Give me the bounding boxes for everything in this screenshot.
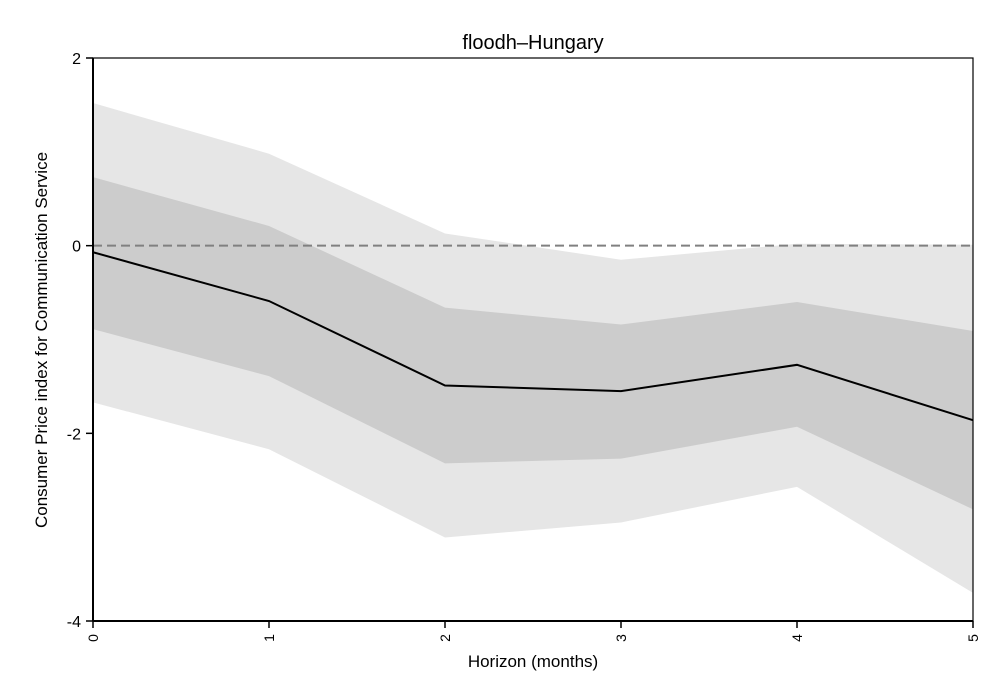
x-tick-label: 1 [261,634,277,642]
y-tick-label: 0 [72,239,81,256]
x-tick-label: 3 [613,634,629,642]
x-tick-label: 5 [965,634,981,642]
y-tick-label: -4 [67,614,81,631]
x-tick-label: 0 [85,634,101,642]
x-axis: 0 1 2 3 4 5 [85,620,981,642]
y-axis-label: Consumer Price index for Communication S… [32,152,51,528]
x-axis-label: Horizon (months) [468,652,598,671]
x-tick-label: 2 [437,634,453,642]
y-tick-label: 2 [72,51,81,68]
y-axis: 2 0 -2 -4 [67,51,94,631]
y-tick-label: -2 [67,426,81,443]
estimate-line [92,251,974,422]
band-inner-interval [93,177,973,510]
chart-title: floodh–Hungary [462,32,603,54]
confidence-bands [93,103,973,593]
x-tick-label: 4 [789,634,805,642]
